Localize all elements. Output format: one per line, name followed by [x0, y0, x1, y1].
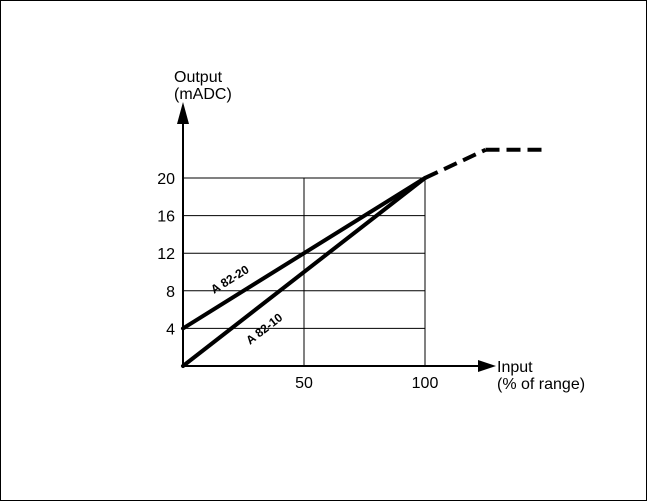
x-axis-title-line-0: Input: [497, 359, 533, 376]
y-axis-title-line-0: Output: [174, 69, 223, 86]
x-tick-label-100: 100: [412, 375, 439, 392]
y-tick-label-16: 16: [157, 209, 175, 226]
series-group: [181, 147, 546, 368]
x-axis-title-line-1: (% of range): [497, 376, 585, 393]
labels-group: 4 8 12 16 20 50 100 Output(mADC) Input(% of rang…: [157, 69, 585, 393]
saturation-ramp-dashed: [424, 147, 487, 180]
axes: [177, 102, 496, 372]
y-tick-label-8: 8: [166, 284, 175, 301]
y-tick-label-20: 20: [157, 171, 175, 188]
y-tick-label-12: 12: [157, 246, 175, 263]
y-tick-label-4: 4: [166, 321, 175, 338]
y-axis-arrow-icon: [177, 102, 189, 124]
series-line-A-82-10: [181, 176, 427, 368]
y-axis-title-line-1: (mADC): [174, 86, 232, 103]
series-line-A-82-20: [181, 176, 427, 331]
x-tick-label-50: 50: [295, 375, 313, 392]
x-axis-arrow-icon: [478, 360, 496, 372]
